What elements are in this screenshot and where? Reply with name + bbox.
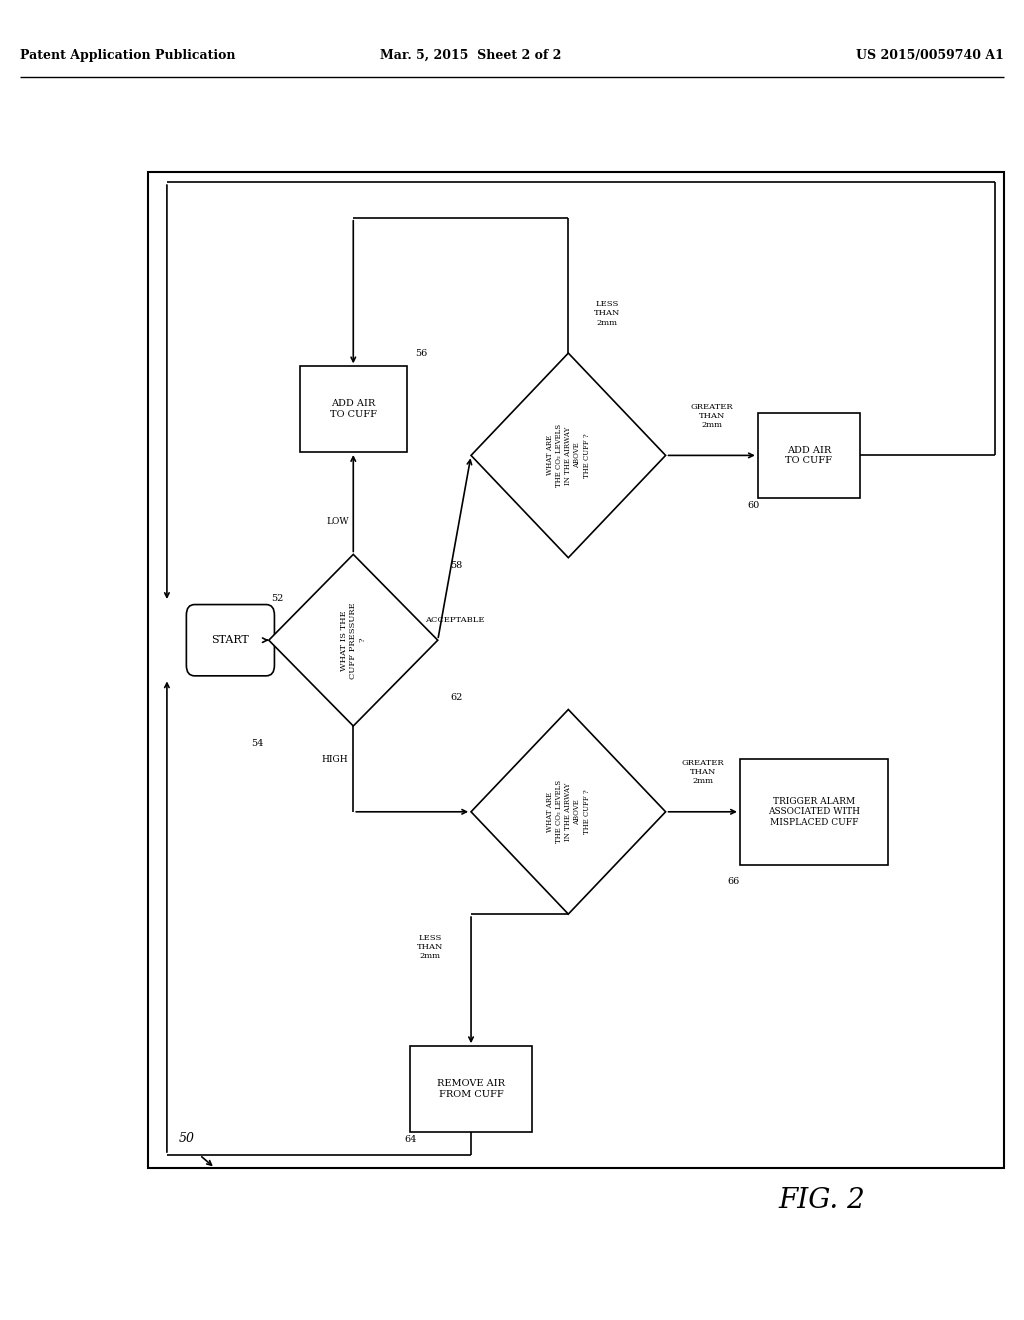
Text: ACCEPTABLE: ACCEPTABLE: [425, 616, 484, 624]
Bar: [410, 1045, 532, 1133]
Text: GREATER
THAN
2mm: GREATER THAN 2mm: [681, 759, 724, 785]
Bar: [739, 759, 889, 865]
Text: 66: 66: [727, 878, 739, 887]
Text: 56: 56: [415, 350, 427, 359]
Text: 58: 58: [451, 561, 463, 570]
Text: LESS
THAN
2mm: LESS THAN 2mm: [594, 300, 621, 326]
Text: GREATER
THAN
2mm: GREATER THAN 2mm: [690, 403, 733, 429]
Bar: [758, 412, 860, 498]
Text: 62: 62: [451, 693, 463, 702]
Bar: [299, 367, 407, 451]
Text: 52: 52: [271, 594, 284, 603]
Text: LOW: LOW: [327, 517, 349, 525]
Text: Patent Application Publication: Patent Application Publication: [20, 49, 236, 62]
Text: US 2015/0059740 A1: US 2015/0059740 A1: [856, 49, 1004, 62]
Text: WHAT ARE
THE CO₂ LEVELS
IN THE AIRWAY
ABOVE
THE CUFF ?: WHAT ARE THE CO₂ LEVELS IN THE AIRWAY AB…: [546, 780, 591, 843]
Text: ADD AIR
TO CUFF: ADD AIR TO CUFF: [785, 446, 833, 465]
FancyBboxPatch shape: [186, 605, 274, 676]
Text: WHAT ARE
THE CO₂ LEVELS
IN THE AIRWAY
ABOVE
THE CUFF ?: WHAT ARE THE CO₂ LEVELS IN THE AIRWAY AB…: [546, 424, 591, 487]
Text: START: START: [212, 635, 249, 645]
Polygon shape: [471, 710, 666, 913]
Polygon shape: [471, 352, 666, 557]
Text: 54: 54: [251, 739, 263, 748]
Text: REMOVE AIR
FROM CUFF: REMOVE AIR FROM CUFF: [437, 1080, 505, 1098]
Text: TRIGGER ALARM
ASSOCIATED WITH
MISPLACED CUFF: TRIGGER ALARM ASSOCIATED WITH MISPLACED …: [768, 797, 860, 826]
Text: 50: 50: [179, 1131, 196, 1144]
Bar: [148, 172, 1004, 1168]
Text: HIGH: HIGH: [322, 755, 348, 763]
Text: WHAT IS THE
CUFF PRESSURE
?: WHAT IS THE CUFF PRESSURE ?: [340, 602, 367, 678]
Polygon shape: [268, 554, 438, 726]
Text: LESS
THAN
2mm: LESS THAN 2mm: [417, 935, 443, 961]
Text: 60: 60: [748, 502, 760, 511]
Text: FIG. 2: FIG. 2: [778, 1187, 865, 1214]
Text: 64: 64: [404, 1135, 417, 1144]
Text: Mar. 5, 2015  Sheet 2 of 2: Mar. 5, 2015 Sheet 2 of 2: [380, 49, 562, 62]
Text: ADD AIR
TO CUFF: ADD AIR TO CUFF: [330, 400, 377, 418]
